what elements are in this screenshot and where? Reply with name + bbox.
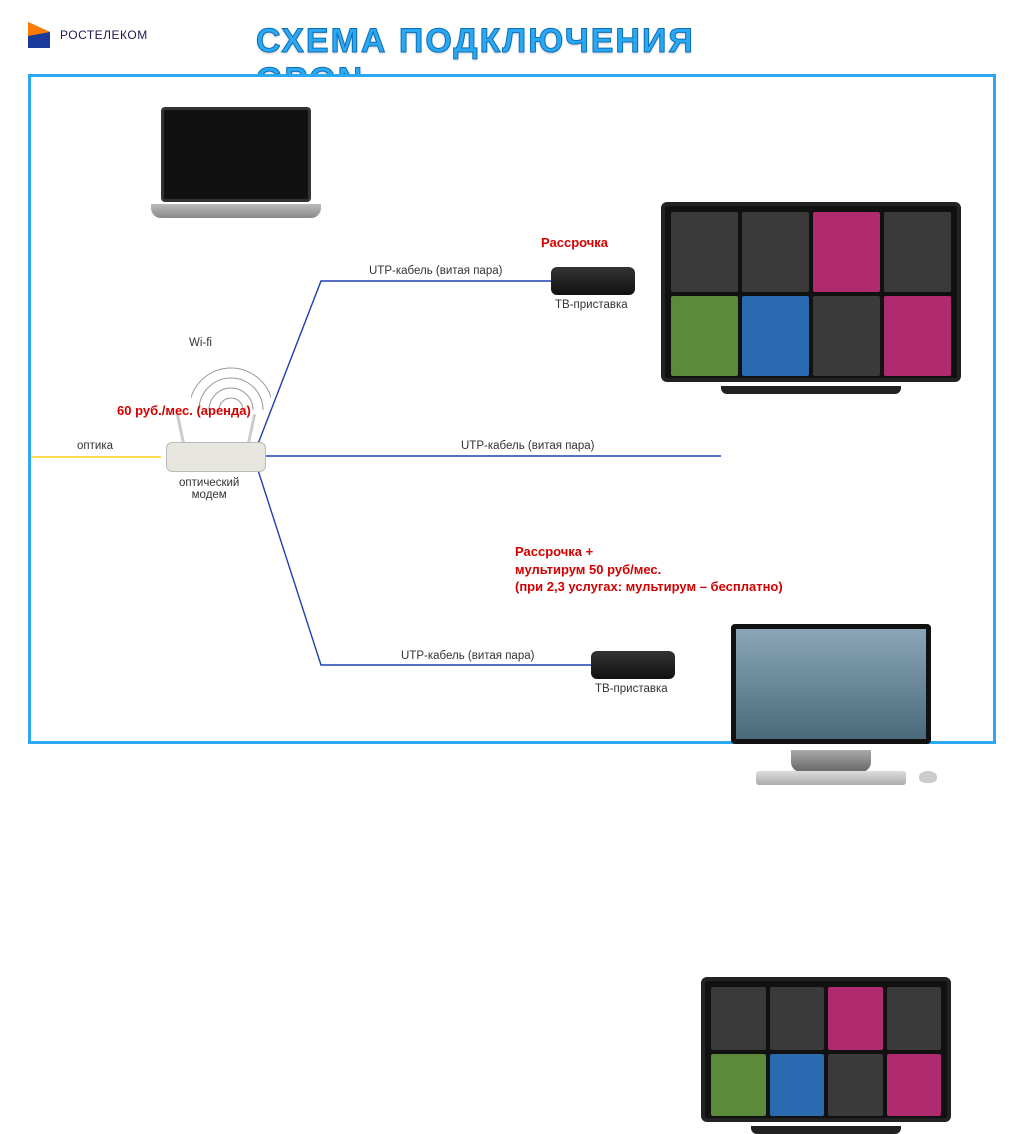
brand-logo: РОСТЕЛЕКОМ	[24, 18, 148, 52]
label-optics: оптика	[77, 440, 113, 452]
label-utp-3: UTP-кабель (витая пара)	[401, 650, 534, 662]
tv-1	[661, 202, 961, 394]
tv-2	[701, 977, 951, 1134]
diagram-frame: Wi-fi UTP-кабель (витая пара) UTP-кабель…	[28, 74, 996, 744]
router-device	[161, 417, 271, 472]
label-stb-2: ТВ-приставка	[595, 683, 668, 695]
label-utp-1: UTP-кабель (витая пара)	[369, 265, 502, 277]
label-installment: Рассрочка	[541, 235, 608, 250]
set-top-box-1	[551, 267, 635, 295]
brand-name: РОСТЕЛЕКОМ	[60, 28, 148, 42]
label-router: оптический модем	[179, 477, 239, 501]
laptop-device	[151, 107, 321, 227]
label-multiroom: Рассрочка +мультирум 50 руб/мес.(при 2,3…	[515, 543, 783, 596]
label-rent: 60 руб./мес. (аренда)	[117, 403, 251, 418]
set-top-box-2	[591, 651, 675, 679]
logo-icon	[24, 18, 54, 52]
desktop-pc	[731, 624, 931, 779]
label-stb-1: ТВ-приставка	[555, 299, 628, 311]
label-wifi: Wi-fi	[189, 337, 212, 349]
label-utp-2: UTP-кабель (витая пара)	[461, 440, 594, 452]
